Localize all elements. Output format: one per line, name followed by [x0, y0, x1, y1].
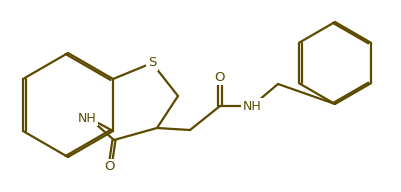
Text: NH: NH: [77, 112, 96, 124]
Text: S: S: [148, 56, 156, 70]
Text: NH: NH: [242, 99, 261, 113]
Text: O: O: [105, 161, 115, 174]
Text: O: O: [214, 70, 225, 84]
